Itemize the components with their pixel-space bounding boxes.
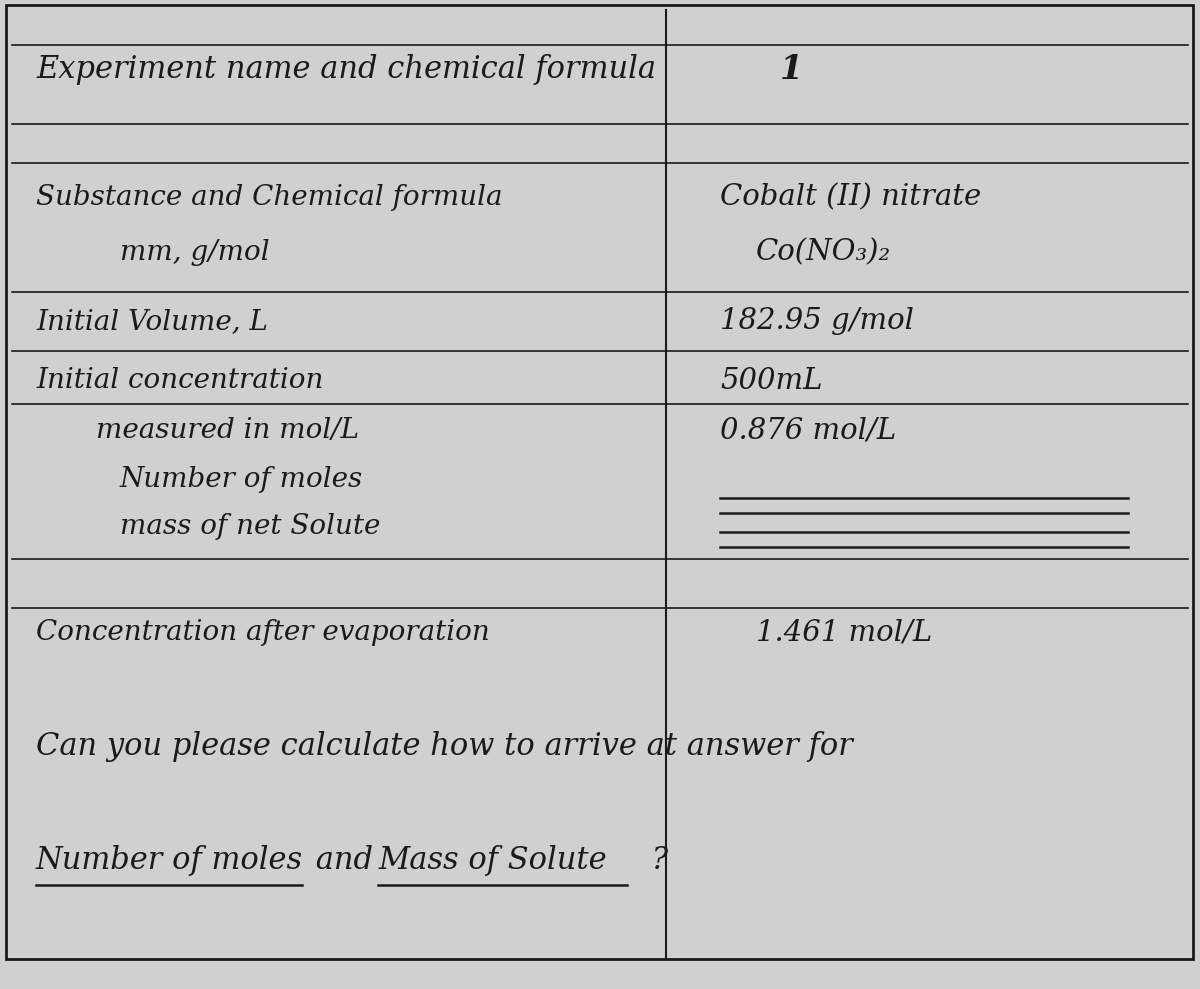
Text: 1: 1 xyxy=(780,52,803,86)
Text: 500mL: 500mL xyxy=(720,367,822,395)
Text: Substance and Chemical formula: Substance and Chemical formula xyxy=(36,184,503,212)
Text: Cobalt (II) nitrate: Cobalt (II) nitrate xyxy=(720,184,982,212)
Text: 0.876 mol/L: 0.876 mol/L xyxy=(720,416,896,444)
Text: mm, g/mol: mm, g/mol xyxy=(120,238,270,266)
Text: mass of net Solute: mass of net Solute xyxy=(120,512,380,540)
Text: Concentration after evaporation: Concentration after evaporation xyxy=(36,619,490,647)
Text: Mass of Solute: Mass of Solute xyxy=(378,845,607,876)
Text: Can you please calculate how to arrive at answer for: Can you please calculate how to arrive a… xyxy=(36,731,853,763)
Text: ?: ? xyxy=(642,845,668,876)
Text: Co(NO₃)₂: Co(NO₃)₂ xyxy=(756,238,892,266)
Text: 1.461 mol/L: 1.461 mol/L xyxy=(756,619,932,647)
Text: Number of moles: Number of moles xyxy=(36,845,304,876)
Text: Initial Volume, L: Initial Volume, L xyxy=(36,308,268,335)
Text: Initial concentration: Initial concentration xyxy=(36,367,323,395)
Text: measured in mol/L: measured in mol/L xyxy=(96,416,359,444)
Text: 182.95 g/mol: 182.95 g/mol xyxy=(720,308,914,335)
Text: Number of moles: Number of moles xyxy=(120,466,364,494)
Text: and: and xyxy=(306,845,383,876)
Text: Experiment name and chemical formula: Experiment name and chemical formula xyxy=(36,53,656,85)
